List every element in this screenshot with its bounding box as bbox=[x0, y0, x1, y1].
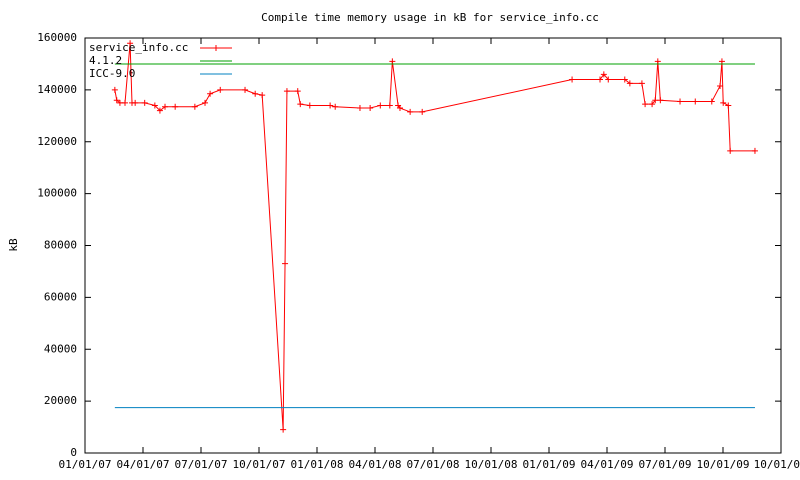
legend-label: 4.1.2 bbox=[89, 54, 122, 67]
point-marker bbox=[600, 71, 607, 78]
point-marker bbox=[652, 97, 659, 104]
point-marker bbox=[569, 76, 576, 83]
point-marker bbox=[407, 108, 414, 115]
point-marker bbox=[283, 88, 290, 95]
y-tick-label: 80000 bbox=[44, 239, 77, 252]
y-tick-label: 60000 bbox=[44, 290, 77, 303]
x-tick-label: 04/01/09 bbox=[581, 458, 634, 471]
point-marker bbox=[332, 103, 339, 110]
point-marker bbox=[111, 86, 118, 93]
point-marker bbox=[717, 82, 724, 89]
point-marker bbox=[306, 102, 313, 109]
point-marker bbox=[207, 90, 214, 97]
x-tick-label: 10/01/09 bbox=[697, 458, 750, 471]
point-marker bbox=[191, 103, 198, 110]
point-marker bbox=[657, 97, 664, 104]
point-marker bbox=[132, 99, 139, 106]
y-axis-label: kB bbox=[7, 238, 20, 252]
x-tick-label: 07/01/09 bbox=[639, 458, 692, 471]
x-tick-label: 01/01/08 bbox=[291, 458, 344, 471]
point-marker bbox=[386, 102, 393, 109]
point-marker bbox=[708, 98, 715, 105]
point-marker bbox=[113, 97, 120, 104]
point-marker bbox=[141, 99, 148, 106]
point-marker bbox=[605, 76, 612, 83]
point-marker bbox=[127, 40, 134, 47]
point-marker bbox=[677, 98, 684, 105]
point-marker bbox=[419, 108, 426, 115]
point-marker bbox=[116, 99, 123, 106]
point-marker bbox=[356, 105, 363, 112]
legend-label: ICC-9.0 bbox=[89, 67, 135, 80]
legend-label: service_info.cc bbox=[89, 41, 188, 54]
x-tick-label: 07/01/07 bbox=[175, 458, 228, 471]
point-marker bbox=[389, 58, 396, 65]
point-marker bbox=[217, 86, 224, 93]
point-marker bbox=[692, 98, 699, 105]
y-tick-label: 140000 bbox=[37, 83, 77, 96]
point-marker bbox=[725, 102, 732, 109]
point-marker bbox=[377, 102, 384, 109]
point-marker bbox=[242, 86, 249, 93]
point-marker bbox=[649, 101, 656, 108]
point-marker bbox=[638, 80, 645, 87]
point-marker bbox=[654, 58, 661, 65]
x-tick-label: 01/01/09 bbox=[523, 458, 576, 471]
point-marker bbox=[259, 92, 266, 99]
y-tick-label: 120000 bbox=[37, 135, 77, 148]
point-marker bbox=[162, 103, 169, 110]
legend-marker bbox=[213, 45, 219, 51]
chart-title: Compile time memory usage in kB for serv… bbox=[261, 11, 599, 24]
point-marker bbox=[202, 99, 209, 106]
point-marker bbox=[367, 105, 374, 112]
point-marker bbox=[172, 103, 179, 110]
point-marker bbox=[156, 107, 163, 114]
x-tick-label: 07/01/08 bbox=[407, 458, 460, 471]
point-marker bbox=[252, 90, 259, 97]
point-marker bbox=[151, 102, 158, 109]
y-tick-label: 20000 bbox=[44, 394, 77, 407]
point-marker bbox=[297, 101, 304, 108]
y-tick-label: 100000 bbox=[37, 187, 77, 200]
point-marker bbox=[282, 260, 289, 267]
y-tick-label: 160000 bbox=[37, 31, 77, 44]
x-tick-label: 04/01/07 bbox=[117, 458, 170, 471]
point-marker bbox=[621, 76, 628, 83]
point-marker bbox=[327, 102, 334, 109]
point-marker bbox=[122, 99, 129, 106]
x-tick-label: 10/01/0 bbox=[754, 458, 800, 471]
x-tick-label: 01/01/07 bbox=[59, 458, 112, 471]
point-marker bbox=[751, 147, 758, 154]
point-marker bbox=[597, 76, 604, 83]
y-tick-label: 0 bbox=[70, 446, 77, 459]
point-marker bbox=[396, 105, 403, 112]
point-marker bbox=[280, 426, 287, 433]
x-tick-label: 10/01/07 bbox=[233, 458, 286, 471]
point-marker bbox=[626, 80, 633, 87]
y-tick-label: 40000 bbox=[44, 342, 77, 355]
point-marker bbox=[727, 147, 734, 154]
point-marker bbox=[720, 99, 727, 106]
point-marker bbox=[718, 58, 725, 65]
x-tick-label: 04/01/08 bbox=[349, 458, 402, 471]
point-marker bbox=[294, 88, 301, 95]
x-tick-label: 10/01/08 bbox=[465, 458, 518, 471]
point-marker bbox=[642, 101, 649, 108]
